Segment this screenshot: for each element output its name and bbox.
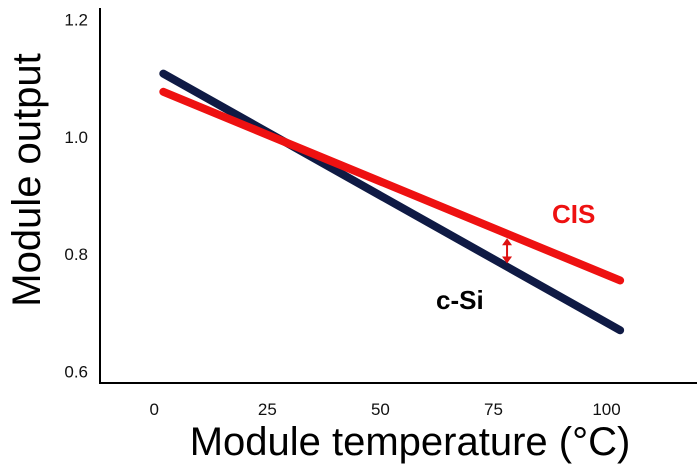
y-tick-label: 1.2 (64, 11, 88, 30)
x-axis-title: Module temperature (°C) (190, 420, 631, 464)
series-line-cis (159, 87, 625, 285)
axes (99, 8, 697, 384)
x-tick-label: 0 (150, 400, 159, 419)
y-tick-labels: 0.6 0.8 1.0 1.2 (64, 11, 88, 382)
series-label-cis: CIS (552, 199, 595, 229)
annotations (502, 238, 513, 264)
difference-arrow-head-up (502, 238, 513, 246)
x-tick-label: 75 (484, 400, 503, 419)
y-tick-label: 1.0 (64, 128, 88, 147)
series-label-c-si: c-Si (436, 285, 484, 315)
x-tick-label: 25 (258, 400, 277, 419)
x-tick-label: 100 (592, 400, 620, 419)
difference-arrow (502, 238, 513, 264)
series-lines (159, 69, 625, 335)
x-tick-labels: 0 25 50 75 100 (150, 400, 621, 419)
y-tick-label: 0.8 (64, 245, 88, 264)
difference-arrow-head-down (502, 256, 513, 264)
x-tick-label: 50 (371, 400, 390, 419)
y-axis-title: Module output (5, 53, 49, 307)
series-line-c-si (159, 69, 625, 335)
series-labels: CIS c-Si (436, 199, 595, 315)
y-tick-label: 0.6 (64, 362, 88, 381)
